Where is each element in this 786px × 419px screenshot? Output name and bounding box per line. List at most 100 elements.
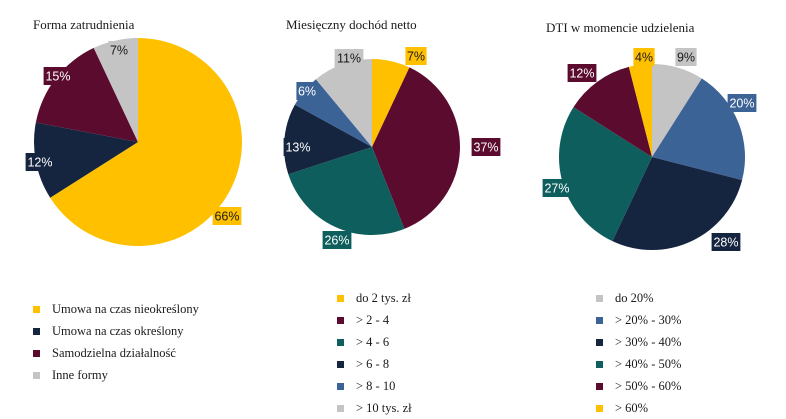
legend-net-income: do 2 tys. zł > 2 - 4 > 4 - 6 > 6 - 8 > 8 - 1… xyxy=(337,287,412,419)
legend-swatch xyxy=(596,404,603,412)
legend-swatch xyxy=(596,382,603,390)
data-label-samodzielna-dzialalnosc: 15% xyxy=(43,67,73,85)
legend-item-do-2-tys-zl: do 2 tys. zł xyxy=(337,287,412,309)
pie-slice-samodzielna-dzialalnosc xyxy=(35,47,139,142)
data-label-text: 20% xyxy=(729,97,754,111)
legend-swatch xyxy=(596,360,603,368)
legend-label: > 40% - 50% xyxy=(615,356,682,371)
chart-title: Forma zatrudnienia xyxy=(33,17,135,32)
legend-swatch xyxy=(337,382,344,390)
pie-slice-umowa-na-czas-nieokreslony xyxy=(50,38,242,247)
legend-item-gt-30pct-40pct: > 30% - 40% xyxy=(596,331,681,353)
data-label-text: 15% xyxy=(45,70,70,84)
legend-label: > 4 - 6 xyxy=(356,334,390,349)
pie-slice-gt-4-6 xyxy=(288,147,405,235)
legend-swatch xyxy=(337,294,344,302)
legend-label: > 2 - 4 xyxy=(356,312,390,327)
legend-item-gt-6-8: > 6 - 8 xyxy=(337,353,412,375)
chart-title: DTI w momencie udzielenia xyxy=(546,20,695,35)
legend-label: > 6 - 8 xyxy=(356,356,390,371)
data-label-gt-40pct-50pct: 27% xyxy=(542,179,572,197)
legend-label: Umowa na czas określony xyxy=(52,323,184,338)
legend-label: do 20% xyxy=(615,290,654,305)
pie-slice-inne-formy xyxy=(93,38,138,142)
data-label-text: 7% xyxy=(110,44,128,58)
legend-swatch xyxy=(33,305,40,313)
legend-label: > 60% xyxy=(615,400,649,415)
legend-swatch xyxy=(33,327,40,335)
legend-label: Samodzielna działalność xyxy=(52,345,176,360)
legend-swatch xyxy=(337,316,344,324)
legend-swatch xyxy=(337,360,344,368)
data-label-inne-formy: 7% xyxy=(108,41,130,59)
legend-label: Umowa na czas nieokreślony xyxy=(52,301,199,316)
legend-label: Inne formy xyxy=(52,367,108,382)
pie-slice-gt-40pct-50pct xyxy=(559,107,652,242)
legend-item-do-20pct: do 20% xyxy=(596,287,681,309)
legend-label: > 20% - 30% xyxy=(615,312,682,327)
data-label-gt-30pct-40pct: 28% xyxy=(711,233,741,251)
pie-slice-do-2-tys-zl xyxy=(372,59,410,147)
legend-label: > 30% - 40% xyxy=(615,334,682,349)
legend-dti: do 20% > 20% - 30% > 30% - 40% > 40% - 50% >… xyxy=(596,287,681,419)
legend-label: do 2 tys. zł xyxy=(356,290,411,305)
legend-item-gt-60pct: > 60% xyxy=(596,397,681,419)
legend-label: > 8 - 10 xyxy=(356,378,396,393)
pie-slice-umowa-na-czas-okreslony xyxy=(33,122,139,198)
pie-slice-gt-20pct-30pct xyxy=(652,78,746,181)
data-label-gt-60pct: 4% xyxy=(633,48,655,66)
data-label-umowa-na-czas-nieokreslony: 66% xyxy=(212,207,242,225)
data-label-text: 37% xyxy=(473,141,498,155)
legend-swatch xyxy=(596,316,603,324)
legend-item-gt-4-6: > 4 - 6 xyxy=(337,331,412,353)
data-label-gt-4-6: 26% xyxy=(322,231,352,249)
legend-swatch xyxy=(337,404,344,412)
legend-item-umowa-na-czas-okreslony: Umowa na czas określony xyxy=(33,320,199,342)
data-label-gt-8-10: 6% xyxy=(296,82,318,100)
legend-item-gt-10-tys-zl: > 10 tys. zł xyxy=(337,397,412,419)
data-label-text: 7% xyxy=(407,50,425,64)
data-label-gt-2-4: 37% xyxy=(471,138,501,156)
data-label-gt-6-8: 13% xyxy=(283,138,313,156)
data-label-gt-10-tys-zl: 11% xyxy=(334,49,364,67)
data-label-text: 4% xyxy=(635,51,653,65)
data-label-do-2-tys-zl: 7% xyxy=(405,47,427,65)
data-label-gt-50pct-60pct: 12% xyxy=(567,64,597,82)
data-label-text: 6% xyxy=(298,85,316,99)
data-label-text: 12% xyxy=(27,156,52,170)
data-label-text: 9% xyxy=(677,51,695,65)
legend-swatch xyxy=(337,338,344,346)
legend-swatch xyxy=(596,294,603,302)
data-label-text: 26% xyxy=(324,234,349,248)
data-label-text: 11% xyxy=(337,52,361,66)
legend-item-umowa-na-czas-nieokreslony: Umowa na czas nieokreślony xyxy=(33,298,199,320)
legend-item-inne-formy: Inne formy xyxy=(33,364,199,386)
legend-employment-form: Umowa na czas nieokreślony Umowa na czas … xyxy=(33,298,199,386)
data-label-text: 27% xyxy=(544,182,569,196)
data-label-gt-20pct-30pct: 20% xyxy=(727,94,757,112)
data-label-umowa-na-czas-okreslony: 12% xyxy=(25,153,55,171)
pie-slice-gt-50pct-60pct xyxy=(573,66,652,157)
pie-slice-gt-60pct xyxy=(628,64,652,157)
data-label-do-20pct: 9% xyxy=(675,48,697,66)
pie-slice-gt-10-tys-zl xyxy=(315,58,372,147)
legend-label: > 10 tys. zł xyxy=(356,400,412,415)
chart-title: Miesięczny dochód netto xyxy=(286,17,417,32)
pie-slice-gt-30pct-40pct xyxy=(612,157,743,251)
pie-slice-gt-6-8 xyxy=(284,104,372,175)
data-label-text: 13% xyxy=(285,141,310,155)
pie-slice-do-20pct xyxy=(652,64,702,157)
legend-label: > 50% - 60% xyxy=(615,378,682,393)
data-label-text: 12% xyxy=(569,67,594,81)
pie-slice-gt-2-4 xyxy=(372,67,460,229)
legend-item-gt-40pct-50pct: > 40% - 50% xyxy=(596,353,681,375)
legend-item-gt-2-4: > 2 - 4 xyxy=(337,309,412,331)
legend-item-gt-20pct-30pct: > 20% - 30% xyxy=(596,309,681,331)
data-label-text: 28% xyxy=(713,236,738,250)
legend-swatch xyxy=(33,371,40,379)
legend-item-gt-50pct-60pct: > 50% - 60% xyxy=(596,375,681,397)
legend-swatch xyxy=(596,338,603,346)
